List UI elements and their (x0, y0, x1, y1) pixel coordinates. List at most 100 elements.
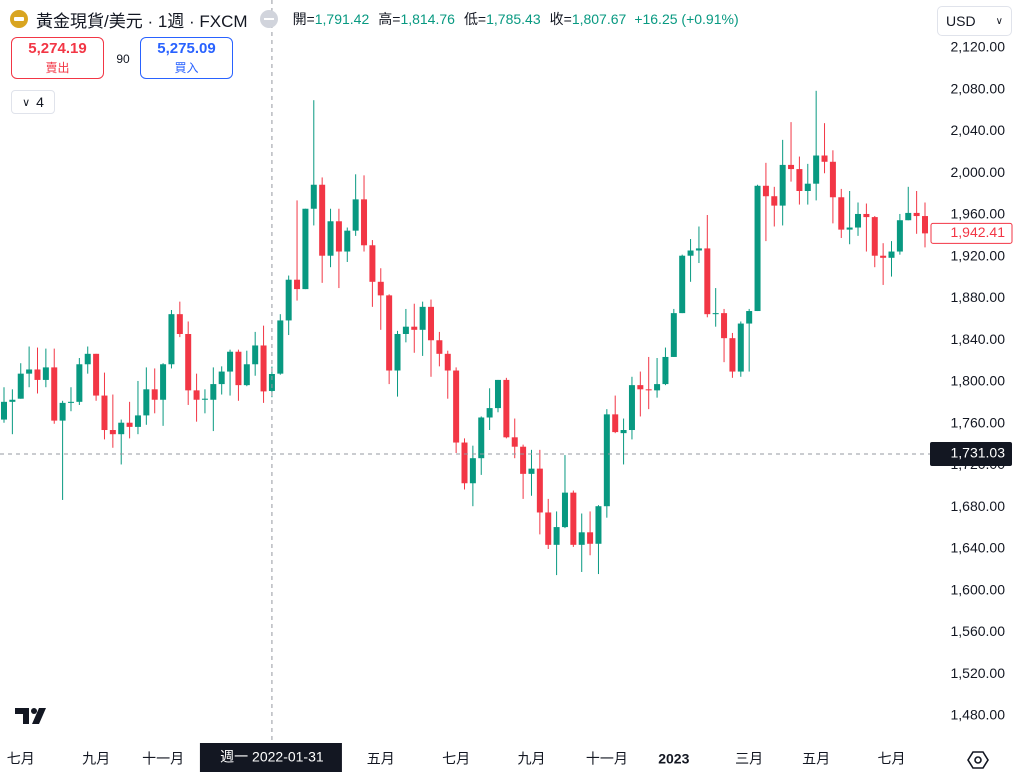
candle-body (570, 492, 577, 545)
x-tick-label: 五月 (802, 751, 830, 767)
candle-body (402, 326, 409, 334)
high-label: 高= (378, 11, 401, 27)
candle-body (687, 250, 694, 256)
candle-body (235, 351, 242, 386)
candle-body (9, 399, 16, 402)
candle-body (444, 353, 451, 371)
y-tick-label: 1,880.00 (951, 289, 1006, 305)
x-tick-label: 七月 (442, 751, 470, 767)
y-tick-label: 2,000.00 (951, 164, 1006, 180)
candle-body (51, 367, 58, 421)
y-tick-label: 1,960.00 (951, 206, 1006, 222)
tradingview-logo (15, 708, 46, 724)
candle-body (520, 446, 527, 474)
indicators-toggle[interactable]: ∨ 4 (11, 90, 55, 114)
candle-body (34, 369, 41, 380)
close-label: 收= (549, 11, 572, 27)
y-tick-label: 1,520.00 (951, 665, 1006, 681)
crosshair-date: 週一 2022-01-31 (220, 749, 324, 765)
candle-body (453, 370, 460, 443)
candle-body (704, 248, 711, 315)
y-tick-label: 1,760.00 (951, 414, 1006, 430)
candle-body (268, 373, 275, 391)
candle-body (176, 314, 183, 334)
x-tick-label: 十一月 (142, 751, 184, 767)
symbol-header: 黃金現貨/美元 · 1週 · FXCM 開= 1,791.42 高= 1,814.7… (10, 8, 739, 31)
y-tick-label: 1,800.00 (951, 373, 1006, 389)
candle-body (210, 384, 217, 400)
candle-body (285, 279, 292, 321)
candle-body (863, 213, 870, 218)
symbol-title[interactable]: 黃金現貨/美元 · 1週 · FXCM (36, 11, 248, 31)
candle-body (478, 417, 485, 459)
low-label: 低= (463, 11, 487, 27)
y-tick-label: 1,920.00 (951, 247, 1006, 263)
open-label: 開= (292, 11, 315, 27)
crosshair-date-box (199, 743, 342, 772)
candle-body (109, 430, 116, 435)
candle-body (461, 442, 468, 484)
candle-body (670, 313, 677, 357)
candle-body (662, 356, 669, 385)
buy-button[interactable]: 5,275.09 買入 (140, 37, 233, 79)
candle-body (386, 295, 393, 371)
candle-body (905, 212, 912, 221)
x-tick-label: 五月 (367, 751, 395, 767)
open-value: 1,791.42 (314, 11, 370, 27)
candle-body (260, 345, 267, 392)
candle-body (754, 185, 761, 312)
candle-body (17, 373, 24, 399)
candle-body (595, 506, 602, 544)
candle-body (771, 196, 778, 206)
y-tick-label: 1,640.00 (951, 540, 1006, 556)
candle-body (528, 468, 535, 474)
candle-body (637, 385, 644, 390)
candle-body (737, 323, 744, 372)
spread: 90 (116, 52, 130, 66)
candle-body (67, 401, 74, 403)
candle-body (896, 220, 903, 252)
candle-body (227, 351, 234, 372)
candle-body (628, 385, 635, 431)
crosshair-price: 1,731.03 (951, 445, 1006, 461)
candle-body (788, 164, 795, 170)
candle-body (26, 369, 33, 374)
candle-body (804, 183, 811, 192)
candle-body (578, 532, 585, 545)
y-tick-label: 1,680.00 (951, 498, 1006, 514)
candle-body (327, 221, 334, 256)
y-tick-label: 2,080.00 (951, 80, 1006, 96)
candle-body (553, 527, 560, 545)
close-value: 1,807.67 (571, 11, 627, 27)
candle-body (302, 208, 309, 290)
candle-body (829, 161, 836, 198)
candle-body (118, 422, 125, 435)
x-tick-label: 三月 (735, 751, 763, 767)
y-tick-label: 1,840.00 (951, 331, 1006, 347)
change: +16.25 (+0.91%) (634, 11, 739, 27)
candle-body (486, 408, 493, 418)
currency: USD (946, 13, 976, 29)
candle-body (436, 340, 443, 354)
candle-body (855, 213, 862, 228)
candle-body (243, 364, 250, 386)
candle-body (871, 217, 878, 256)
x-tick-label: 九月 (82, 751, 110, 767)
candle-body (587, 532, 594, 544)
candle-body (218, 371, 225, 385)
sell-price: 5,274.19 (28, 40, 87, 57)
candle-body (151, 389, 158, 400)
candle-body (101, 395, 108, 431)
candle-body (361, 199, 368, 246)
last-price-box (930, 222, 1013, 244)
currency-select[interactable]: USD ∨ (937, 6, 1012, 36)
chevron: ∨ (995, 15, 1003, 27)
candle-body (93, 353, 100, 396)
candle-body (369, 245, 376, 282)
hide-button[interactable] (259, 10, 278, 28)
candle-body (277, 320, 284, 374)
x-tick-label: 十一月 (586, 751, 628, 767)
candle-body (746, 311, 753, 324)
sell-button[interactable]: 5,274.19 賣出 (11, 37, 104, 79)
settings-button[interactable] (967, 751, 989, 769)
